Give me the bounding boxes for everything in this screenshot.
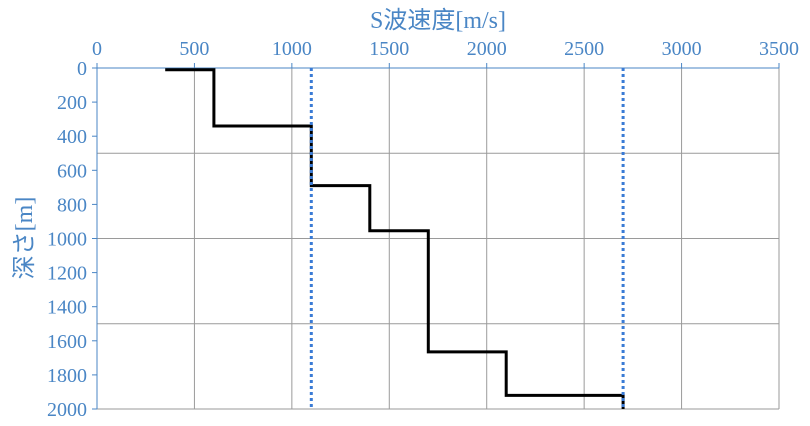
axes xyxy=(92,63,780,410)
grid-lines xyxy=(97,68,780,410)
x-axis-label: S波速度[m/s] xyxy=(370,7,506,34)
y-tick-label: 0 xyxy=(77,58,87,80)
x-tick-label: 500 xyxy=(179,38,209,60)
y-tick-label: 600 xyxy=(57,160,87,182)
y-tick-label: 1000 xyxy=(47,229,87,251)
y-tick-label: 400 xyxy=(57,126,87,148)
y-tick-label: 1200 xyxy=(47,263,87,285)
x-tick-label: 2000 xyxy=(467,38,507,60)
y-axis-label: 深さ[m] xyxy=(11,197,38,280)
series-layer xyxy=(165,68,625,409)
x-tick-label: 2500 xyxy=(564,38,604,60)
x-tick-label: 1500 xyxy=(369,38,409,60)
y-tick-label: 1400 xyxy=(47,297,87,319)
x-tick-label: 3500 xyxy=(759,38,799,60)
x-tick-label: 3000 xyxy=(662,38,702,60)
y-tick-label: 800 xyxy=(57,194,87,216)
x-tick-label: 1000 xyxy=(272,38,312,60)
y-tick-label: 1800 xyxy=(47,365,87,387)
x-tick-label: 0 xyxy=(92,38,102,60)
y-tick-label: 2000 xyxy=(47,399,87,421)
tick-labels: 0 500 1000 1500 2000 2500 3000 3500 0 200 400 600 80… xyxy=(47,38,799,421)
y-tick-label: 1600 xyxy=(47,331,87,353)
y-tick-label: 200 xyxy=(57,92,87,114)
velocity-profile-line xyxy=(165,68,625,409)
